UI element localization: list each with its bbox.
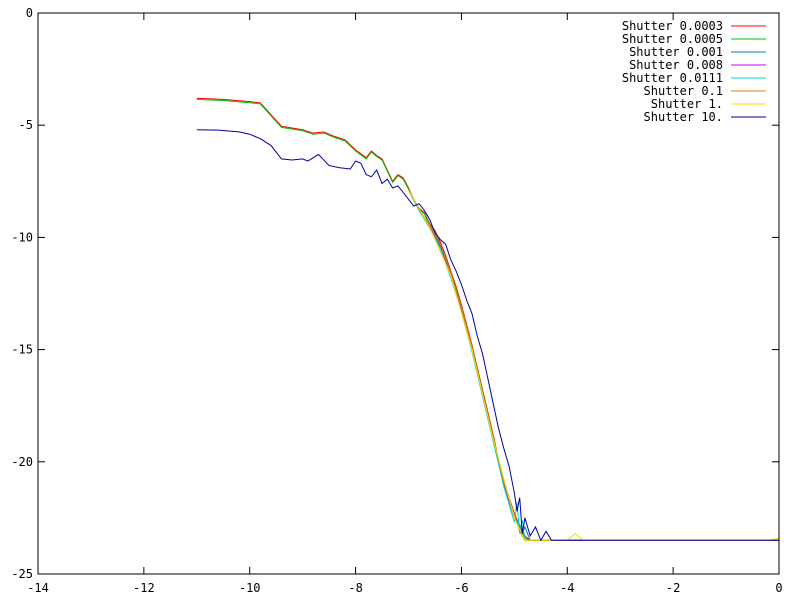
y-tick-label: -15	[11, 343, 33, 357]
x-tick-label: -10	[239, 581, 261, 595]
y-tick-label: -25	[11, 567, 33, 581]
plot-lines	[196, 97, 780, 542]
series-line-8	[196, 129, 779, 542]
legend-label: Shutter 0.0005	[622, 32, 723, 46]
legend-label: Shutter 0.0003	[622, 19, 723, 33]
x-tick-label: -12	[133, 581, 155, 595]
legend-label: Shutter 0.0111	[622, 71, 723, 85]
axes: -14 -12 -10 -8 -6 -4 -2 00-5-10-15-20-25	[11, 6, 782, 595]
legend-label: Shutter 0.008	[629, 58, 723, 72]
x-tick-label: -4	[560, 581, 574, 595]
plot-frame	[37, 12, 780, 575]
legend-label: Shutter 1.	[651, 97, 723, 111]
x-tick-label: -8	[348, 581, 362, 595]
legend-label: Shutter 0.001	[629, 45, 723, 59]
y-tick-label: -5	[19, 118, 33, 132]
y-tick-label: 0	[26, 6, 33, 20]
x-tick-label: 0	[775, 581, 782, 595]
x-tick-label: -14	[27, 581, 49, 595]
legend-label: Shutter 0.1	[644, 84, 723, 98]
y-tick-label: -20	[11, 455, 33, 469]
x-tick-label: -6	[454, 581, 468, 595]
legend-label: Shutter 10.	[644, 110, 723, 124]
x-tick-label: -2	[666, 581, 680, 595]
y-tick-label: -10	[11, 230, 33, 244]
